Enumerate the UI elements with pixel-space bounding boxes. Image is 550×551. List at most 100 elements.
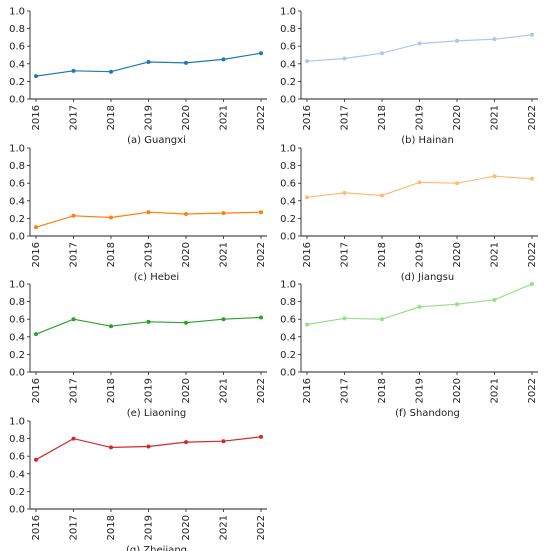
y-tick-label: 0.4	[9, 332, 25, 343]
chart-panel-2: 0.0 0.2 0.4 0.6 0.8 1.0 2016 2017 2018 2019 2020 20…	[280, 7, 538, 146]
data-point	[492, 37, 497, 42]
x-tick-label: 2018	[106, 515, 117, 540]
data-point	[417, 41, 422, 46]
chart-panel-5: 0.0 0.2 0.4 0.6 0.8 1.0 2016 2017 2018 2019 2020 20…	[9, 280, 267, 419]
y-tick-label: 1.0	[9, 144, 25, 155]
panel-caption: (e) Liaoning	[127, 408, 187, 419]
x-tick-label: 2016	[31, 242, 42, 267]
x-tick-label: 2020	[181, 242, 192, 267]
data-point	[184, 320, 188, 325]
x-tick-label: 2021	[219, 105, 230, 130]
data-point	[455, 302, 459, 307]
y-tick-label: 0.6	[9, 452, 25, 463]
y-tick-label: 0.2	[280, 77, 296, 88]
data-point	[221, 57, 226, 62]
y-tick-label: 1.0	[9, 417, 25, 428]
chart-panel-1: 0.0 0.2 0.4 0.6 0.8 1.0 2016 2017 2018 2019 2020 20…	[9, 7, 267, 146]
x-tick-label: 2017	[340, 242, 351, 267]
x-tick-label: 2020	[181, 378, 192, 403]
data-point	[184, 212, 188, 216]
data-point	[109, 69, 113, 74]
data-point	[34, 74, 38, 79]
y-tick-label: 0.4	[280, 332, 296, 343]
data-point	[71, 213, 76, 218]
x-tick-label: 2019	[415, 242, 426, 267]
y-tick-label: 0.4	[280, 196, 296, 207]
x-tick-label: 2017	[69, 105, 80, 130]
chart-panel-6: 0.0 0.2 0.4 0.6 0.8 1.0 2016 2017 2018 2019 2020 20…	[280, 280, 538, 419]
data-point	[455, 181, 459, 186]
data-point	[34, 457, 38, 462]
data-point	[380, 317, 384, 322]
x-tick-label: 2022	[527, 378, 538, 403]
y-tick-label: 1.0	[280, 7, 296, 18]
y-tick-label: 0.2	[9, 350, 25, 361]
x-tick-label: 2022	[256, 378, 267, 403]
y-tick-label: 0.0	[9, 505, 25, 516]
y-tick-label: 0.8	[280, 297, 296, 308]
data-point	[259, 210, 263, 215]
data-point	[71, 317, 76, 322]
data-point	[34, 225, 38, 230]
x-tick-label: 2018	[106, 378, 117, 403]
x-tick-label: 2016	[31, 105, 42, 130]
y-tick-label: 0.4	[9, 59, 25, 70]
x-tick-label: 2020	[452, 105, 463, 130]
x-tick-label: 2018	[106, 242, 117, 267]
y-tick-label: 0.2	[9, 487, 25, 498]
series-line	[35, 211, 262, 228]
y-tick-label: 0.0	[280, 368, 296, 379]
data-point	[221, 317, 226, 322]
data-point	[342, 56, 347, 61]
x-tick-label: 2019	[144, 242, 155, 267]
y-tick-label: 0.8	[9, 297, 25, 308]
panel-caption: (a) Guangxi	[127, 135, 186, 146]
y-tick-label: 0.4	[9, 196, 25, 207]
chart-panel-7: 0.0 0.2 0.4 0.6 0.8 1.0 2016 2017 2018 2019 2020 20…	[9, 417, 267, 551]
chart-panel-3: 0.0 0.2 0.4 0.6 0.8 1.0 2016 2017 2018 2019 2020 20…	[9, 144, 267, 283]
x-tick-label: 2019	[415, 378, 426, 403]
y-tick-label: 0.6	[9, 315, 25, 326]
x-tick-label: 2016	[302, 378, 313, 403]
x-tick-label: 2022	[527, 242, 538, 267]
y-tick-label: 0.2	[9, 77, 25, 88]
x-tick-label: 2021	[219, 242, 230, 267]
y-tick-label: 0.8	[9, 161, 25, 172]
data-point	[342, 316, 347, 321]
y-tick-label: 0.6	[280, 42, 296, 53]
data-point	[146, 444, 151, 449]
data-point	[259, 315, 263, 320]
x-tick-label: 2021	[490, 378, 501, 403]
x-tick-label: 2016	[302, 105, 313, 130]
x-tick-label: 2019	[144, 378, 155, 403]
data-point	[530, 32, 534, 37]
x-tick-label: 2018	[377, 105, 388, 130]
data-point	[146, 319, 151, 324]
x-tick-label: 2017	[69, 378, 80, 403]
x-tick-label: 2019	[415, 105, 426, 130]
y-tick-label: 0.2	[280, 214, 296, 225]
data-point	[417, 180, 422, 185]
data-point	[221, 439, 226, 444]
x-tick-label: 2018	[106, 105, 117, 130]
data-point	[492, 297, 497, 302]
y-tick-label: 1.0	[280, 280, 296, 291]
data-point	[305, 59, 309, 64]
x-tick-label: 2018	[377, 242, 388, 267]
data-point	[146, 210, 151, 215]
x-tick-label: 2021	[490, 242, 501, 267]
x-tick-label: 2022	[256, 242, 267, 267]
data-point	[221, 211, 226, 216]
chart-panel-4: 0.0 0.2 0.4 0.6 0.8 1.0 2016 2017 2018 2019 2020 20…	[280, 144, 538, 283]
y-tick-label: 0.0	[9, 95, 25, 106]
data-point	[71, 68, 76, 73]
x-tick-label: 2016	[31, 378, 42, 403]
x-tick-label: 2020	[452, 378, 463, 403]
x-tick-label: 2020	[181, 105, 192, 130]
data-point	[146, 60, 151, 65]
data-point	[71, 436, 76, 441]
x-tick-label: 2022	[256, 515, 267, 540]
y-tick-label: 0.8	[280, 161, 296, 172]
data-point	[109, 445, 113, 450]
